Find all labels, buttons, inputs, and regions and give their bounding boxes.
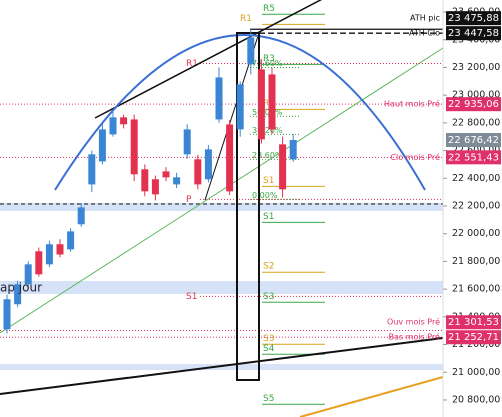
pivot-label: R1: [240, 14, 252, 24]
pivot-label: S2: [263, 262, 274, 272]
candle-body: [35, 251, 43, 275]
trend-line: [0, 47, 444, 334]
candle-body: [151, 179, 159, 195]
candle-body: [268, 74, 276, 130]
candle-body: [257, 69, 265, 140]
price-tag-label: 21 301,53: [448, 317, 499, 328]
y-tick-label: 21 200,00: [452, 339, 500, 350]
y-tick-label: 23 200,00: [452, 62, 500, 73]
price-tag-label: 23 475,88: [448, 13, 499, 24]
band: [0, 203, 443, 211]
trend-line: [299, 376, 444, 417]
candle-body: [77, 207, 85, 225]
candle-body: [14, 284, 22, 305]
levels-layer: R1PS1R5R1R3PS1S1S2S3S3S4S578.60%50.00%38…: [0, 4, 443, 405]
annotation: ap jour: [0, 281, 42, 295]
candle-body: [109, 117, 117, 135]
pivot-label: S4: [263, 344, 275, 354]
candle-body: [67, 231, 75, 250]
price-tag-label: 22 551,43: [448, 152, 499, 163]
price-tag-label: 23 447,58: [448, 28, 499, 39]
candle-body: [130, 119, 138, 175]
y-tick-label: 21 600,00: [452, 284, 500, 295]
y-tick-label: 20 800,00: [452, 394, 500, 405]
last-price-tag: [446, 133, 501, 148]
candle-body: [56, 244, 64, 255]
candle-body: [289, 140, 297, 160]
price-tag: [446, 11, 501, 26]
price-tag: [446, 97, 501, 112]
y-tick-label: 22 200,00: [452, 201, 500, 212]
pivot-label: P: [186, 195, 192, 205]
pivot-label: P: [263, 99, 269, 109]
pivot-label: R5: [263, 4, 275, 14]
y-tick-label: 21 000,00: [452, 367, 500, 378]
pivot-label: S1: [186, 292, 197, 302]
candles: [3, 29, 297, 334]
y-tick-label: 22 400,00: [452, 173, 500, 184]
pivot-label: S1: [263, 212, 274, 222]
candle-body: [45, 244, 53, 265]
level-name: ATH pic: [410, 14, 440, 23]
trend-line: [0, 337, 444, 395]
candle-body: [226, 124, 234, 192]
fib-label: 38.20%: [252, 126, 283, 135]
fib-label: 23.60%: [252, 151, 283, 160]
fib-label: 78.60%: [252, 59, 283, 68]
candle-body: [120, 117, 128, 125]
y-tick-label: 21 800,00: [452, 256, 500, 267]
price-tag: [446, 150, 501, 165]
pivot-label: R1: [186, 59, 198, 69]
candle-body: [98, 129, 106, 162]
candle-body: [162, 171, 170, 178]
pivot-label: S5: [263, 394, 274, 404]
level-name: Clo mois Pré: [390, 152, 440, 162]
price-tag: [446, 26, 501, 41]
candle-body: [173, 177, 181, 185]
candle-body: [236, 84, 244, 130]
y-tick-label: 23 000,00: [452, 90, 500, 101]
y-tick-label: 22 000,00: [452, 228, 500, 239]
price-tag: [446, 330, 501, 345]
price-tag-label: 21 252,71: [448, 332, 499, 343]
level-name: Bas mois Pré: [389, 332, 441, 342]
pivot-label: S3: [263, 292, 274, 302]
level-name: Haut mois Pré: [384, 99, 440, 109]
trend-line: [94, 0, 323, 119]
candle-body: [88, 154, 96, 185]
candle-body: [3, 299, 11, 330]
level-name: Ouv mois Pré: [387, 317, 440, 327]
price-tags: ATH pic 23 475,88 ATH Clo 23 447,58 Haut moi…: [384, 11, 501, 345]
candle-body: [247, 37, 255, 65]
price-tag-label: 22 935,06: [448, 99, 499, 110]
y-tick-label: 22 800,00: [452, 117, 500, 128]
candle-body: [194, 159, 202, 185]
fib-label: 50.00%: [252, 108, 283, 117]
pivot-label: S3: [263, 334, 274, 344]
price-tag: [446, 315, 501, 330]
candle-body: [215, 77, 223, 120]
arc: [54, 34, 426, 191]
pivot-label: S1: [263, 176, 274, 186]
pivot-label: R3: [263, 54, 275, 64]
candle-body: [24, 264, 32, 285]
last-price-label: 22 676,42: [448, 135, 499, 146]
candle-body: [204, 149, 212, 180]
fib-label: 0.00%: [252, 191, 278, 200]
band: [0, 281, 443, 294]
level-name: ATH Clo: [409, 29, 440, 38]
candle-body: [183, 129, 191, 155]
candle-body: [279, 144, 287, 190]
box: [236, 32, 260, 381]
candle-body: [141, 169, 149, 192]
